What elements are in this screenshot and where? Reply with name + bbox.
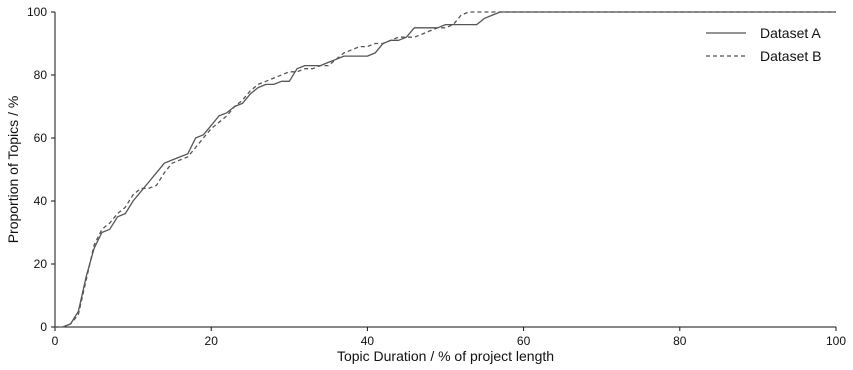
series-line-dataset-a [55,11,836,328]
x-tick-label: 100 [826,334,846,348]
x-tick-label: 20 [205,334,219,348]
y-tick-label: 20 [34,257,48,271]
y-tick-label: 0 [40,320,47,334]
x-tick-label: 80 [673,334,687,348]
x-tick-label: 0 [52,334,59,348]
y-tick-label: 100 [27,5,47,19]
y-tick-label: 60 [34,131,48,145]
series-line-dataset-b [55,11,836,328]
x-tick-label: 60 [517,334,531,348]
legend: Dataset A Dataset B [706,25,821,64]
x-axis-label: Topic Duration / % of project length [337,348,554,364]
x-tick-label: 40 [361,334,375,348]
y-axis-label: Proportion of Topics / % [5,96,21,244]
y-tick-label: 40 [34,194,48,208]
axes [54,12,836,328]
series-group [55,11,836,328]
y-ticks: 0 20 40 60 80 100 [27,5,55,334]
legend-label-dataset-a: Dataset A [760,25,821,41]
y-tick-label: 80 [34,68,48,82]
x-ticks: 0 20 40 60 80 100 [52,327,846,348]
legend-label-dataset-b: Dataset B [760,48,821,64]
